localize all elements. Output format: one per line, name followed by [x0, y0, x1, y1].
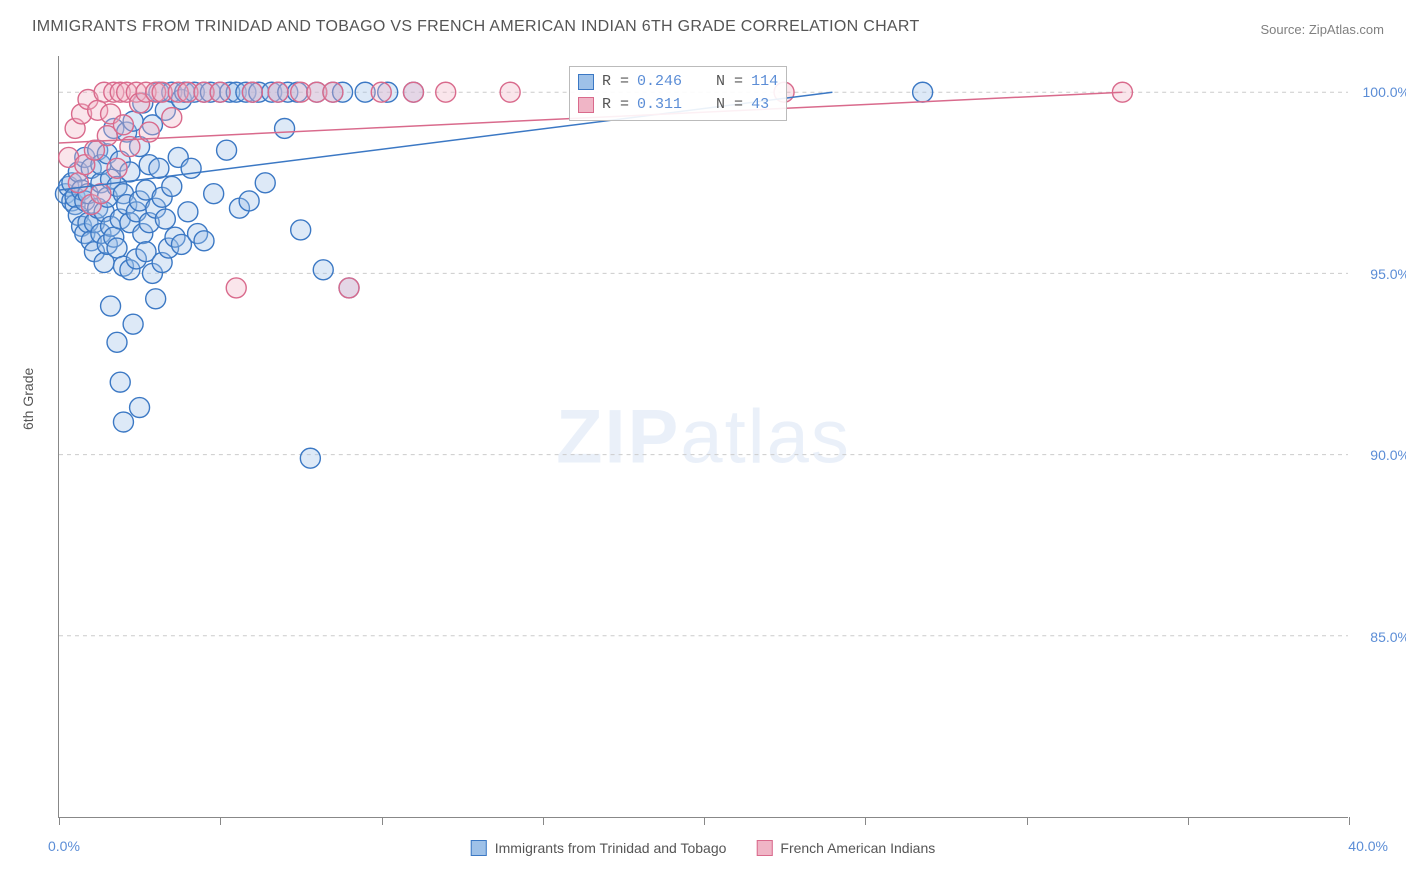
plot-area: ZIPatlas 85.0%90.0%95.0%100.0% R = 0.246…: [58, 56, 1348, 818]
stats-row: R = 0.311 N = 43: [578, 94, 778, 117]
data-point: [123, 314, 143, 334]
data-point: [291, 220, 311, 240]
source-credit: Source: ZipAtlas.com: [1260, 22, 1384, 37]
stats-n-label: N =: [716, 94, 743, 117]
data-point: [146, 289, 166, 309]
chart-svg: [59, 56, 1348, 817]
data-point: [113, 115, 133, 135]
data-point: [313, 260, 333, 280]
y-tick-label: 85.0%: [1370, 629, 1406, 645]
data-point: [107, 238, 127, 258]
data-point: [130, 398, 150, 418]
stats-swatch: [578, 97, 594, 113]
y-axis-label: 6th Grade: [20, 368, 36, 430]
legend-item-french: French American Indians: [756, 840, 935, 856]
y-tick-label: 100.0%: [1363, 84, 1406, 100]
data-point: [210, 82, 230, 102]
data-point: [217, 140, 237, 160]
stats-r-label: R =: [602, 71, 629, 94]
data-point: [255, 173, 275, 193]
data-point: [300, 448, 320, 468]
stats-r-label: R =: [602, 94, 629, 117]
data-point: [204, 184, 224, 204]
data-point: [239, 191, 259, 211]
data-point: [323, 82, 343, 102]
stats-n-value: 114: [751, 71, 778, 94]
legend-label-french: French American Indians: [780, 840, 935, 856]
data-point: [181, 158, 201, 178]
stats-box: R = 0.246 N = 114R = 0.311 N = 43: [569, 66, 787, 121]
y-tick-label: 95.0%: [1370, 266, 1406, 282]
data-point: [500, 82, 520, 102]
data-point: [110, 372, 130, 392]
data-point: [162, 176, 182, 196]
x-tick: [1027, 817, 1028, 825]
data-point: [68, 173, 88, 193]
data-point: [275, 118, 295, 138]
data-point: [403, 82, 423, 102]
legend-swatch-french: [756, 840, 772, 856]
legend-item-trinidad: Immigrants from Trinidad and Tobago: [471, 840, 727, 856]
data-point: [913, 82, 933, 102]
x-max-label: 40.0%: [1348, 838, 1388, 854]
data-point: [226, 278, 246, 298]
gridlines: [59, 92, 1348, 636]
data-point: [162, 108, 182, 128]
chart-title: IMMIGRANTS FROM TRINIDAD AND TOBAGO VS F…: [32, 18, 920, 36]
legend: Immigrants from Trinidad and Tobago Fren…: [471, 840, 936, 856]
data-point: [107, 158, 127, 178]
data-point: [371, 82, 391, 102]
data-point: [178, 202, 198, 222]
data-point: [101, 296, 121, 316]
legend-swatch-trinidad: [471, 840, 487, 856]
x-tick: [382, 817, 383, 825]
x-tick: [59, 817, 60, 825]
stats-r-value: 0.311: [637, 94, 682, 117]
x-tick: [543, 817, 544, 825]
y-tick-label: 90.0%: [1370, 447, 1406, 463]
source-prefix: Source:: [1260, 22, 1308, 37]
source-link[interactable]: ZipAtlas.com: [1309, 22, 1384, 37]
x-tick: [704, 817, 705, 825]
legend-label-trinidad: Immigrants from Trinidad and Tobago: [495, 840, 727, 856]
data-point: [194, 231, 214, 251]
x-tick: [1188, 817, 1189, 825]
stats-r-value: 0.246: [637, 71, 682, 94]
data-point: [107, 332, 127, 352]
data-point: [113, 412, 133, 432]
data-point: [155, 209, 175, 229]
stats-n-label: N =: [716, 71, 743, 94]
data-point: [149, 158, 169, 178]
stats-n-value: 43: [751, 94, 769, 117]
x-tick: [1349, 817, 1350, 825]
x-tick: [865, 817, 866, 825]
data-point: [91, 184, 111, 204]
scatter-points: [55, 82, 1132, 468]
data-point: [436, 82, 456, 102]
x-min-label: 0.0%: [48, 838, 80, 854]
data-point: [339, 278, 359, 298]
stats-swatch: [578, 74, 594, 90]
stats-row: R = 0.246 N = 114: [578, 71, 778, 94]
data-point: [242, 82, 262, 102]
x-tick: [220, 817, 221, 825]
data-point: [268, 82, 288, 102]
